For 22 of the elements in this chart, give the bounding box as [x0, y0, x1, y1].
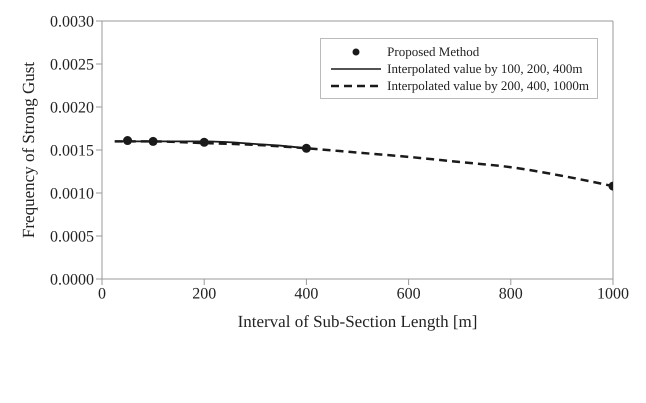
legend-label: Proposed Method: [387, 44, 480, 60]
point: [148, 136, 158, 146]
y-tick-label: 0.0015: [50, 142, 94, 160]
x-tick-label: 600: [396, 285, 421, 302]
x-tick-label: 200: [192, 285, 216, 302]
x-tick-label: 0: [98, 285, 106, 302]
point: [302, 144, 311, 153]
x-tick-label: 800: [498, 285, 523, 302]
x-tick-label: 400: [294, 285, 318, 302]
x-axis-title: Interval of Sub-Section Length [m]: [238, 312, 478, 331]
legend-label: Interpolated value by 200, 400, 1000m: [387, 78, 589, 94]
point: [200, 138, 209, 147]
x-tick-label: 1000: [597, 285, 629, 302]
y-tick-label: 0.0030: [50, 14, 94, 31]
y-axis-title: Frequency of Strong Gust: [19, 62, 38, 238]
point: [123, 136, 132, 146]
y-tick-label: 0.0010: [50, 186, 94, 203]
y-tick-label: 0.0020: [50, 100, 94, 117]
y-tick-label: 0.0025: [50, 56, 94, 74]
legend-label: Interpolated value by 100, 200, 400m: [387, 60, 582, 76]
y-tick-label: 0.0000: [50, 272, 94, 289]
y-tick-label: 0.0005: [50, 228, 94, 246]
